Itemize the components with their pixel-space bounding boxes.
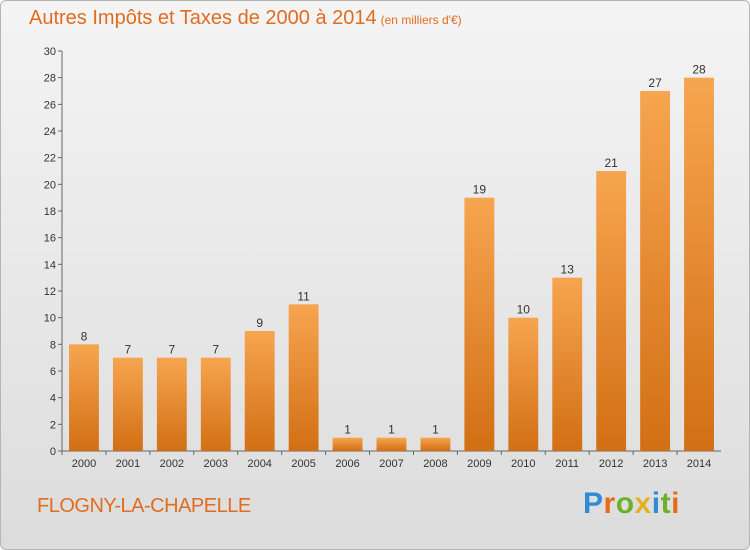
x-tick-label-2014: 2014: [687, 458, 711, 470]
x-tick-label-2000: 2000: [72, 458, 96, 470]
data-label-2010: 10: [517, 303, 531, 317]
y-tick-label: 18: [44, 206, 56, 218]
x-tick-label-2004: 2004: [247, 458, 271, 470]
x-tick-label-2007: 2007: [379, 458, 403, 470]
bar-2005[interactable]: [288, 304, 319, 451]
bar-2008[interactable]: [420, 437, 451, 451]
y-tick-label: 26: [44, 99, 56, 111]
y-tick-label: 12: [44, 286, 56, 298]
data-label-2012: 21: [604, 156, 618, 170]
x-tick-label-2003: 2003: [204, 458, 228, 470]
y-tick-label: 14: [44, 259, 56, 271]
x-tick-label-2002: 2002: [160, 458, 184, 470]
chart-title-text: Autres Impôts et Taxes de 2000 à 2014: [29, 7, 377, 29]
bar-2001[interactable]: [112, 357, 143, 451]
x-tick-label-2013: 2013: [643, 458, 667, 470]
data-label-2000: 8: [81, 329, 88, 343]
data-label-2006: 1: [344, 423, 351, 437]
y-tick-label: 24: [44, 126, 56, 138]
y-tick-label: 10: [44, 313, 56, 325]
bar-2007[interactable]: [376, 437, 407, 451]
x-tick-label-2009: 2009: [467, 458, 491, 470]
y-tick-label: 20: [44, 179, 56, 191]
x-tick-label-2005: 2005: [291, 458, 315, 470]
data-label-2004: 9: [256, 316, 263, 330]
bar-2002[interactable]: [156, 357, 187, 451]
y-tick-label: 0: [50, 446, 56, 458]
data-label-2014: 28: [692, 63, 706, 77]
data-label-2007: 1: [388, 423, 395, 437]
data-label-2013: 27: [648, 76, 662, 90]
x-tick-label-2012: 2012: [599, 458, 623, 470]
data-label-2009: 19: [473, 183, 487, 197]
proxiti-logo[interactable]: Proxiti: [583, 487, 680, 520]
bar-2011[interactable]: [552, 277, 583, 451]
y-tick-label: 6: [50, 366, 56, 378]
bar-2009[interactable]: [464, 197, 495, 451]
y-tick-label: 16: [44, 233, 56, 245]
y-tick-label: 30: [44, 46, 56, 58]
bar-2012[interactable]: [596, 171, 627, 451]
chart-title: Autres Impôts et Taxes de 2000 à 2014 (en…: [29, 7, 462, 30]
y-tick-label: 28: [44, 73, 56, 85]
x-tick-label-2006: 2006: [335, 458, 359, 470]
y-tick-label: 4: [50, 393, 56, 405]
bar-2014[interactable]: [684, 77, 714, 452]
bar-2013[interactable]: [640, 91, 671, 451]
data-label-2001: 7: [125, 343, 132, 357]
bar-2000[interactable]: [69, 344, 99, 451]
y-tick-label: 22: [44, 153, 56, 165]
x-tick-label-2001: 2001: [116, 458, 140, 470]
bar-2003[interactable]: [200, 357, 231, 451]
x-tick-label-2010: 2010: [511, 458, 535, 470]
bar-2004[interactable]: [244, 331, 275, 451]
chart-unit: (en milliers d'€): [380, 13, 462, 27]
data-label-2005: 11: [297, 289, 310, 303]
data-label-2003: 7: [212, 343, 219, 357]
y-tick-label: 8: [50, 339, 56, 351]
x-tick-label-2008: 2008: [423, 458, 447, 470]
data-label-2002: 7: [168, 343, 175, 357]
data-label-2011: 13: [561, 263, 575, 277]
y-tick-label: 2: [50, 419, 56, 431]
bar-2010[interactable]: [508, 317, 539, 451]
commune-name: FLOGNY-LA-CHAPELLE: [37, 495, 251, 517]
bar-2006[interactable]: [332, 437, 363, 451]
data-label-2008: 1: [432, 423, 439, 437]
x-tick-label-2011: 2011: [555, 458, 579, 470]
